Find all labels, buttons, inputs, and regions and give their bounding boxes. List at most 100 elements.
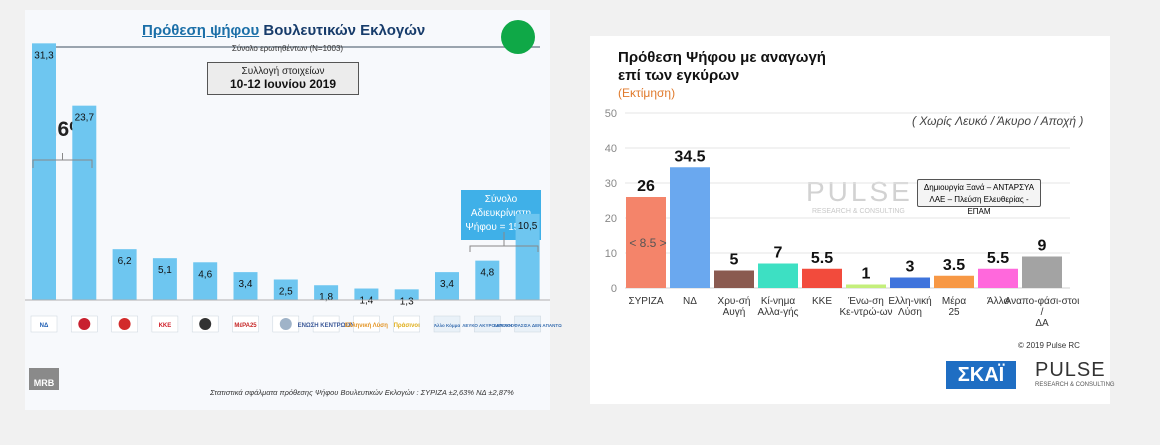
title-divider: [35, 46, 540, 48]
x-tick-label: Ελλη-νική Λύση: [888, 295, 931, 318]
mrb-title: Πρόθεση ψήφου Βουλευτικών Εκλογών: [142, 22, 425, 39]
undecided-line-1: Σύνολο: [484, 194, 518, 205]
party-logo: [272, 315, 300, 333]
party-logo-text: MέPA25: [234, 323, 257, 329]
mrb-bar: [314, 285, 339, 300]
pulse-bar-label: 5.5: [987, 250, 1009, 267]
mrb-bar-label: 3,4: [239, 279, 253, 290]
pulse-watermark: PULSE: [806, 176, 913, 207]
pulse-bar: [626, 197, 666, 288]
pulse-logo: PULSE: [1035, 359, 1106, 381]
mrb-bar-label: 1,3: [400, 296, 414, 307]
pulse-bar: [934, 275, 974, 288]
y-tick-label: 0: [611, 283, 617, 295]
skai-logo: ΣΚΑΪ: [946, 361, 1016, 389]
undecided-line-2: Αδιευκρίνιστη: [470, 208, 532, 219]
pulse-subtitle: (Εκτίμηση): [618, 86, 676, 100]
pulse-bar: [802, 268, 842, 288]
party-logo: ΝΔ: [30, 315, 58, 333]
pulse-bar: [714, 270, 754, 288]
green-circle-icon: [501, 20, 535, 54]
pulse-bar-label: 5.5: [811, 250, 833, 267]
mrb-bar: [112, 249, 137, 300]
mrb-bar-label: 23,7: [75, 113, 95, 124]
x-tick-label: Μέρα 25: [942, 295, 966, 318]
y-tick-label: 50: [605, 108, 617, 120]
party-logo: ΕΝΩΣΗ ΚΕΝΤΡΩΩΝ: [298, 315, 355, 333]
pulse-bar-label: 7: [774, 245, 783, 262]
pulse-bar-label: 5: [730, 252, 739, 269]
mrb-bar: [193, 262, 218, 300]
x-tick-label: ΝΔ: [683, 296, 697, 307]
pulse-bar-label: 3: [906, 259, 915, 276]
footer-note: Στατιστικά σφάλματα πρόθεσης Ψήφου Βουλε…: [210, 388, 514, 397]
mrb-bar-chart: 31,3 ΝΔ 23,7 6,2 5,1 KKE 4,6 3,4 MέPA25 2,5 1,8 ΕΝΩ…: [25, 43, 562, 333]
pulse-bar-label: 9: [1038, 238, 1047, 255]
party-logo-icon: [199, 318, 212, 330]
pulse-bar: [890, 277, 930, 288]
pulse-note: ( Χωρίς Λευκό / Άκυρο / Αποχή ): [912, 114, 1084, 128]
party-logo: ΛΕΥΚΟ ΑΚΥΡΟ ΑΠΟΧΗ: [462, 315, 512, 333]
pulse-bar: [846, 284, 886, 288]
gap-label: < 8.5 >: [629, 236, 666, 250]
x-tick-label: Αναπο-φάσι-στοι / ΔΑ: [1005, 295, 1080, 329]
pulse-bar-label: 3.5: [943, 257, 965, 274]
highlight-bracket: [32, 153, 93, 168]
party-logo: Πράσινοι: [393, 315, 420, 333]
party-logo: KKE: [151, 315, 179, 333]
mrb-bar-label: 2,5: [279, 287, 293, 298]
party-logo: [191, 315, 219, 333]
mrb-bar: [475, 260, 500, 300]
party-logo-text: Άλλο Κόμμα: [434, 323, 461, 328]
pulse-bar: [1022, 256, 1062, 288]
mrb-logo: MRB: [29, 368, 59, 390]
party-logo: [111, 315, 138, 333]
pulse-bar-label: 1: [862, 266, 871, 283]
x-tick-label: Κί-νημα Αλλα-γής: [757, 295, 798, 318]
callout-line-2: ΛΑΕ – Πλεύση Ελευθερίας - ΕΠΑΜ: [929, 195, 1029, 216]
collection-label: Συλλογή στοιχείων: [241, 66, 325, 77]
mrb-bar-label: 4,8: [480, 268, 494, 279]
party-logo-text: Ελληνική Λύση: [345, 323, 388, 329]
mrb-bar: [152, 258, 177, 300]
mrb-bar-label: 31,3: [34, 50, 54, 61]
mrb-bar: [72, 105, 97, 300]
party-logo-text: ΔΕΝ ΑΠΟΦΑΣΙΣΑ ΔΕΝ ΑΠΑΝΤΩ: [493, 323, 562, 328]
mrb-chart-panel: Πρόθεση ψήφου Βουλευτικών Εκλογών Σύνολο…: [25, 10, 562, 410]
y-tick-label: 40: [605, 143, 617, 155]
y-tick-label: 10: [605, 248, 617, 260]
party-logo-icon: [279, 318, 292, 330]
pulse-bar-chart: 0 10 20 30 40 50 26 ΣΥΡΙΖΑ 34.5 ΝΔ 5 Χρυ-σή Αυγή 7 Κί-…: [605, 108, 1080, 329]
party-logo: [71, 315, 98, 333]
pulse-chart-panel: Πρόθεση Ψήφου με αναγωγή επί των εγκύρων…: [590, 36, 1115, 404]
pulse-bar-label: 34.5: [674, 148, 705, 165]
y-tick-label: 20: [605, 213, 617, 225]
mrb-bar-label: 3,4: [440, 279, 454, 290]
pulse-watermark-sub: RESEARCH & CONSULTING: [812, 208, 905, 215]
party-logo-text: ΕΝΩΣΗ ΚΕΝΤΡΩΩΝ: [298, 323, 355, 329]
y-tick-label: 30: [605, 178, 617, 190]
collection-dates: 10-12 Ιουνίου 2019: [229, 77, 337, 91]
mrb-title-part1: Πρόθεση ψήφου: [142, 22, 260, 39]
x-tick-label: Ένω-ση Κε-ντρώ-ων: [839, 296, 892, 318]
collection-box: Συλλογή στοιχείων 10-12 Ιουνίου 2019: [207, 62, 359, 95]
callout-line-1: Δημιουργία Ξανά – ΑΝΤΑΡΣΥΑ: [923, 183, 1035, 192]
mrb-bar-label: 6,2: [118, 256, 132, 267]
x-tick-label: ΚΚΕ: [812, 296, 832, 307]
mrb-bar-label: 1,8: [319, 292, 333, 303]
pulse-title-line1: Πρόθεση Ψήφου με αναγωγή: [618, 49, 826, 66]
mrb-bar-label: 5,1: [158, 265, 172, 276]
mrb-bar: [233, 272, 258, 300]
pulse-title-line2: επί των εγκύρων: [618, 67, 740, 84]
pulse-bar: [978, 268, 1018, 288]
party-logo-icon: [78, 318, 91, 330]
x-tick-label: ΣΥΡΙΖΑ: [628, 296, 663, 307]
x-tick-label: Άλλο: [987, 296, 1010, 307]
mrb-bar-label: 10,5: [518, 221, 538, 232]
mrb-title-part2: Βουλευτικών Εκλογών: [259, 22, 426, 39]
mrb-bar: [32, 43, 56, 301]
party-logo-text: ΛΕΥΚΟ ΑΚΥΡΟ ΑΠΟΧΗ: [462, 323, 512, 328]
mrb-bar: [354, 288, 379, 300]
party-logo: MέPA25: [232, 315, 259, 333]
party-logo: ΔΕΝ ΑΠΟΦΑΣΙΣΑ ΔΕΝ ΑΠΑΝΤΩ: [493, 315, 562, 333]
